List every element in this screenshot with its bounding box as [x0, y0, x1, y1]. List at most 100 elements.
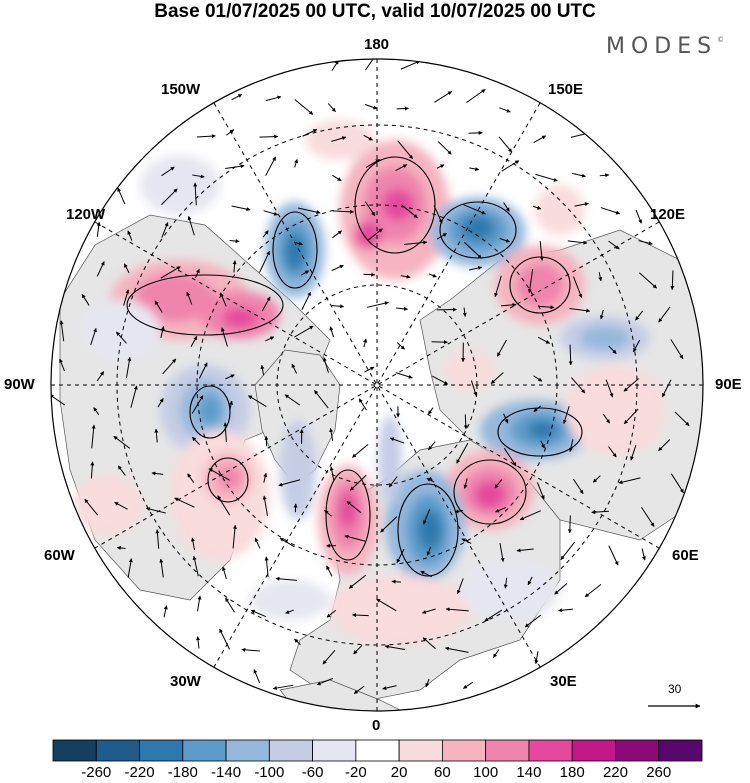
wind-vector — [231, 93, 243, 101]
wind-vector — [397, 140, 414, 160]
wind-vector — [145, 507, 166, 514]
graticule — [51, 59, 703, 711]
wind-vector — [59, 320, 65, 342]
colorbar-swatch — [139, 739, 184, 762]
wind-vector — [533, 375, 543, 382]
wind-vector — [558, 608, 573, 613]
wind-vector — [503, 413, 509, 424]
wind-vector — [382, 685, 397, 690]
wind-vector — [159, 558, 164, 578]
wind-vector — [253, 669, 261, 684]
wind-vector — [532, 205, 542, 210]
colorbar-tick-label: 60 — [434, 764, 451, 781]
wind-vector — [573, 276, 583, 298]
wind-vector — [519, 510, 541, 521]
wind-vector — [225, 597, 235, 613]
wind-vector — [229, 400, 233, 411]
wind-vector — [599, 173, 610, 178]
wind-vector — [572, 172, 586, 178]
wind-vector — [396, 306, 408, 311]
wind-vector — [123, 289, 130, 306]
lon-label-120e: 120E — [650, 206, 686, 223]
wind-vector — [155, 529, 160, 549]
wind-vector — [423, 509, 431, 525]
wind-vector — [574, 202, 589, 207]
colorbar-swatch — [355, 739, 400, 762]
wind-vector — [608, 345, 617, 354]
wind-vector — [492, 649, 500, 658]
wind-vector — [326, 609, 337, 618]
wind-vector — [314, 390, 329, 409]
reference-vector-label: 30 — [668, 682, 682, 696]
wind-vector — [229, 239, 240, 244]
wind-vector — [567, 240, 588, 245]
colorbar-tick-label: 220 — [602, 764, 628, 781]
wind-vector — [658, 306, 671, 323]
wind-vector — [331, 304, 345, 309]
wind-vector — [187, 215, 195, 236]
wind-vector — [329, 326, 335, 338]
lon-label-60e: 60E — [672, 547, 699, 564]
wind-vector — [670, 473, 684, 494]
wind-vector — [117, 465, 126, 476]
colorbar-tick-label: 140 — [516, 764, 542, 781]
wind-vector — [463, 478, 468, 489]
lon-label-150e: 150E — [548, 81, 584, 98]
lon-label-90w: 90W — [4, 376, 35, 393]
wind-vector — [674, 411, 690, 427]
wind-vector — [421, 608, 436, 614]
wind-vector — [490, 372, 504, 384]
lon-label-150w: 150W — [161, 81, 201, 98]
colorbar-tick-label: 100 — [473, 764, 499, 781]
wind-vectors — [51, 59, 690, 694]
wind-vector — [190, 537, 195, 550]
wind-vector — [96, 261, 105, 277]
wind-vector — [437, 141, 452, 155]
wind-vector — [470, 380, 478, 397]
colorbar-swatch — [182, 739, 227, 762]
wind-vector — [187, 473, 195, 483]
wind-vector — [638, 272, 657, 289]
colorbar-swatch — [312, 739, 357, 762]
wind-vector — [59, 358, 65, 372]
wind-vector — [84, 498, 99, 516]
colorbar-tick-label: -100 — [254, 764, 285, 781]
wind-vector — [300, 270, 310, 276]
wind-vector — [554, 583, 568, 595]
wind-vector — [186, 291, 193, 305]
wind-vector — [157, 398, 164, 408]
colorbar-tick-label: 20 — [390, 764, 408, 781]
wind-vector — [262, 495, 268, 516]
wind-vector — [162, 358, 177, 375]
wind-vector — [297, 207, 321, 215]
greenland — [254, 349, 341, 486]
wind-vector — [591, 510, 609, 515]
wind-vector — [198, 362, 208, 379]
wind-vector — [568, 344, 573, 366]
lon-label-90e: 90E — [715, 376, 742, 393]
wind-vector — [396, 342, 405, 350]
wind-vector — [278, 479, 301, 487]
colorbar-swatch — [225, 739, 270, 762]
colorbar-tick-label: -180 — [167, 764, 198, 781]
wind-vector — [193, 182, 198, 206]
wind-vector — [208, 468, 231, 481]
wind-vector — [384, 644, 405, 651]
colorbar-swatch — [658, 739, 703, 762]
wind-vector — [365, 104, 378, 110]
wind-vector — [635, 209, 642, 224]
wind-vector — [434, 91, 453, 103]
wind-vector — [265, 156, 277, 176]
wind-vector — [426, 546, 432, 556]
wind-vector — [433, 205, 443, 224]
anomaly-neg-40w — [280, 420, 316, 520]
wind-vector — [535, 173, 558, 182]
wind-vector — [501, 160, 520, 172]
colorbar-swatch — [441, 739, 487, 762]
wind-vector — [562, 406, 570, 424]
wind-vector — [527, 576, 533, 586]
wind-vector — [154, 428, 159, 443]
wind-vector — [499, 542, 505, 563]
colorbar-swatch — [95, 739, 140, 762]
wind-vector — [422, 637, 436, 650]
